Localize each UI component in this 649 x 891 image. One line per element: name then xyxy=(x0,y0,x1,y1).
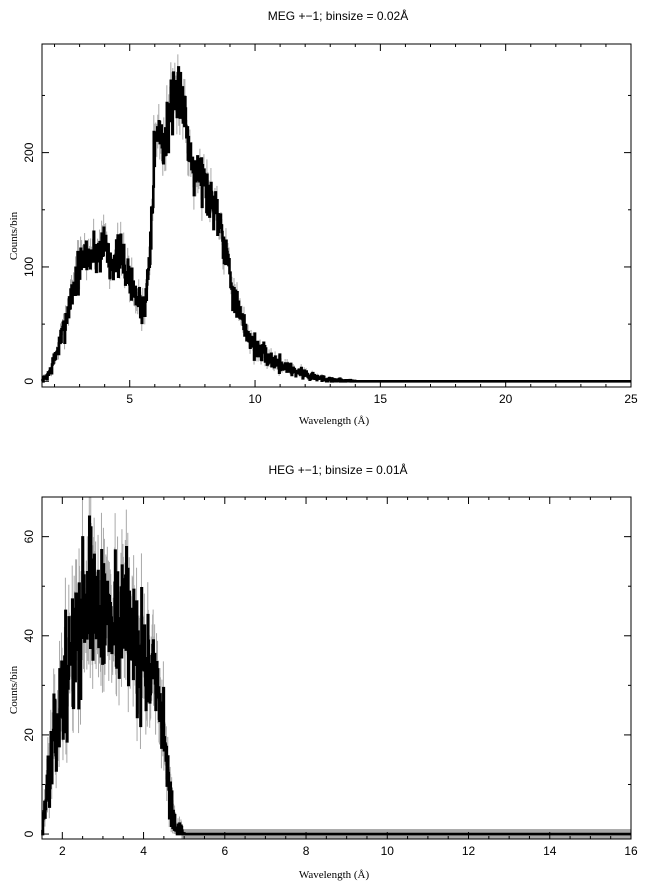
meg-x-tick-label: 15 xyxy=(374,392,388,406)
heg-axes-frame xyxy=(41,496,632,840)
meg-spectrum-series xyxy=(41,66,631,383)
heg-x-tick-label: 4 xyxy=(140,844,147,858)
meg-axes-frame xyxy=(41,43,632,388)
meg-spectrum-line xyxy=(41,66,631,383)
heg-x-axis-title: Wavelength (Å) xyxy=(299,869,370,881)
meg-y-tick-label: 100 xyxy=(22,257,36,277)
heg-x-tick-label: 6 xyxy=(221,844,228,858)
meg-y-tick-label: 0 xyxy=(22,378,36,385)
meg-x-axis: 5 10 15 20 25 xyxy=(54,44,638,406)
heg-panel: HEG +−1; binsize = 0.01Å 2 4 6 8 10 12 14 16 02… xyxy=(8,462,638,881)
heg-x-tick-label: 16 xyxy=(624,844,638,858)
heg-x-tick-label: 12 xyxy=(462,844,476,858)
meg-x-tick-label: 25 xyxy=(624,392,638,406)
heg-y-tick-label: 40 xyxy=(22,629,36,643)
meg-error-bars xyxy=(42,54,348,382)
meg-panel: MEG +−1; binsize = 0.02Å 5 10 15 20 25 0 100 2… xyxy=(8,8,638,427)
heg-y-tick-label: 20 xyxy=(22,728,36,742)
heg-x-axis: 2 4 6 8 10 12 14 16 xyxy=(41,497,638,858)
meg-x-axis-title: Wavelength (Å) xyxy=(299,415,370,427)
heg-y-tick-label: 60 xyxy=(22,530,36,544)
heg-spectrum-series xyxy=(41,515,631,836)
heg-y-tick-label: 0 xyxy=(22,830,36,837)
meg-x-tick-label: 5 xyxy=(126,392,133,406)
heg-y-axis: 0 20 40 60 xyxy=(22,530,631,837)
heg-y-axis-title: Counts/bin xyxy=(8,665,20,714)
heg-x-tick-label: 10 xyxy=(381,844,395,858)
meg-y-axis-title: Counts/bin xyxy=(8,211,20,260)
heg-x-tick-label: 14 xyxy=(543,844,557,858)
meg-x-tick-label: 20 xyxy=(499,392,513,406)
meg-y-tick-label: 200 xyxy=(22,142,36,162)
meg-plot-title: MEG +−1; binsize = 0.02Å xyxy=(268,8,408,23)
meg-x-tick-label: 10 xyxy=(248,392,262,406)
heg-plot-title: HEG +−1; binsize = 0.01Å xyxy=(268,462,407,477)
heg-spectrum-line xyxy=(41,515,631,836)
heg-x-tick-label: 2 xyxy=(59,844,66,858)
meg-y-axis: 0 100 200 xyxy=(22,94,631,385)
heg-x-tick-label: 8 xyxy=(303,844,310,858)
